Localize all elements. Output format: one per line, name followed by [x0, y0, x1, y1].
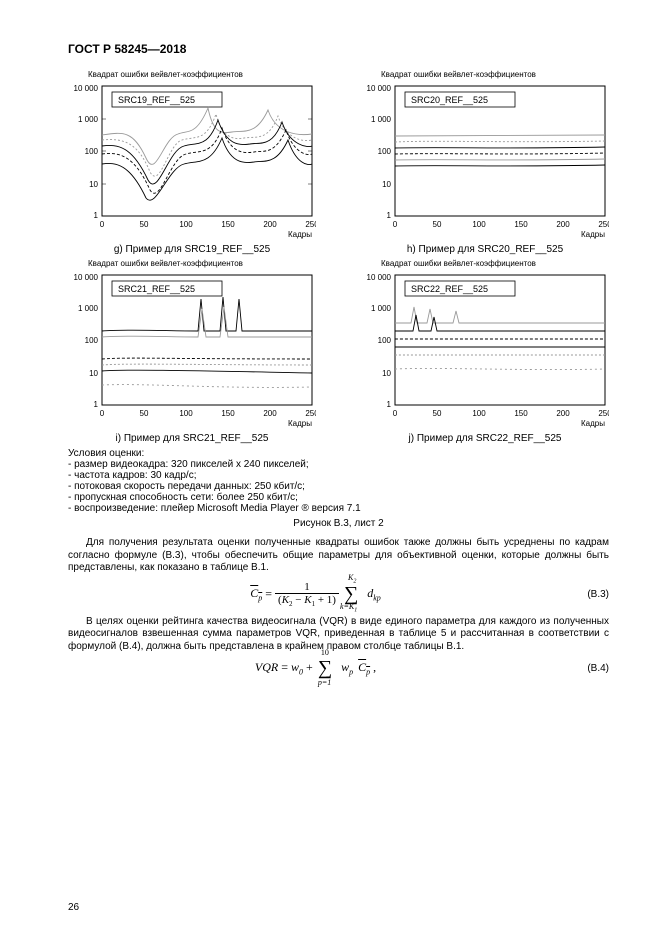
formula-b3-number: (В.3) [563, 589, 609, 600]
formula-b4-row: VQR = w0 + 10 ∑ p=1 wp Cp , (В.4) [68, 659, 609, 677]
svg-text:SRC22_REF__525: SRC22_REF__525 [411, 284, 488, 294]
svg-text:0: 0 [100, 220, 105, 229]
svg-text:SRC21_REF__525: SRC21_REF__525 [118, 284, 195, 294]
chart-g: Квадрат ошибки вейвлет-коэффициентов 1 1… [68, 70, 316, 255]
chart-j-ytitle: Квадрат ошибки вейвлет-коэффициентов [381, 259, 609, 268]
charts-row-2: Квадрат ошибки вейвлет-коэффициентов 1 1… [68, 259, 609, 444]
svg-text:10: 10 [382, 180, 391, 189]
condition-item: воспроизведение: плейер Microsoft Media … [68, 503, 609, 514]
chart-j-caption: j) Пример для SRC22_REF__525 [361, 433, 609, 444]
svg-text:150: 150 [514, 220, 528, 229]
condition-item: размер видеокадра: 320 пикселей x 240 пи… [68, 459, 609, 470]
chart-i: Квадрат ошибки вейвлет-коэффициентов 1 1… [68, 259, 316, 444]
formula-b4: VQR = w0 + 10 ∑ p=1 wp Cp , [255, 659, 376, 677]
chart-g-caption: g) Пример для SRC19_REF__525 [68, 244, 316, 255]
svg-text:10 000: 10 000 [74, 273, 99, 282]
chart-h: Квадрат ошибки вейвлет-коэффициентов 1 1… [361, 70, 609, 255]
svg-text:200: 200 [263, 409, 277, 418]
svg-text:100: 100 [472, 409, 486, 418]
svg-text:100: 100 [179, 409, 193, 418]
conditions-title: Условия оценки: [68, 448, 609, 459]
chart-i-ytitle: Квадрат ошибки вейвлет-коэффициентов [88, 259, 316, 268]
svg-text:150: 150 [514, 409, 528, 418]
svg-text:Кадры: Кадры [581, 230, 605, 239]
svg-text:250: 250 [305, 220, 316, 229]
chart-g-ytitle: Квадрат ошибки вейвлет-коэффициентов [88, 70, 316, 79]
svg-text:10: 10 [382, 369, 391, 378]
chart-h-caption: h) Пример для SRC20_REF__525 [361, 244, 609, 255]
svg-text:100: 100 [85, 336, 99, 345]
svg-text:SRC19_REF__525: SRC19_REF__525 [118, 95, 195, 105]
svg-text:250: 250 [598, 220, 609, 229]
charts-row-1: Квадрат ошибки вейвлет-коэффициентов 1 1… [68, 70, 609, 255]
svg-text:1 000: 1 000 [371, 115, 392, 124]
page-number: 26 [68, 902, 79, 913]
paragraph-2: В целях оценки рейтинга качества видеоси… [68, 616, 609, 654]
chart-i-svg: 1 10 100 1 000 10 000 0 50 100 150 200 2… [68, 269, 316, 429]
svg-text:200: 200 [556, 220, 570, 229]
svg-text:50: 50 [433, 409, 442, 418]
formula-b4-number: (В.4) [563, 663, 609, 674]
svg-text:10 000: 10 000 [367, 84, 392, 93]
svg-text:10: 10 [89, 369, 98, 378]
svg-text:1: 1 [387, 400, 392, 409]
svg-text:1: 1 [94, 211, 99, 220]
condition-item: потоковая скорость передачи данных: 250 … [68, 481, 609, 492]
svg-text:100: 100 [472, 220, 486, 229]
svg-text:50: 50 [140, 220, 149, 229]
svg-text:1: 1 [94, 400, 99, 409]
svg-text:10 000: 10 000 [74, 84, 99, 93]
svg-text:SRC20_REF__525: SRC20_REF__525 [411, 95, 488, 105]
svg-text:250: 250 [305, 409, 316, 418]
svg-text:0: 0 [393, 220, 398, 229]
svg-text:150: 150 [221, 220, 235, 229]
formula-b3-row: Cp = 1(K2 − K1 + 1) K2 ∑ k=K1 dkp (В.3) [68, 581, 609, 608]
svg-text:100: 100 [378, 147, 392, 156]
svg-text:200: 200 [556, 409, 570, 418]
svg-text:50: 50 [140, 409, 149, 418]
svg-text:50: 50 [433, 220, 442, 229]
chart-g-svg: 1 10 100 1 000 10 000 0 50 100 150 200 2 [68, 80, 316, 240]
chart-i-caption: i) Пример для SRC21_REF__525 [68, 433, 316, 444]
svg-text:1 000: 1 000 [78, 304, 99, 313]
doc-header: ГОСТ Р 58245—2018 [68, 42, 609, 56]
formula-b3: Cp = 1(K2 − K1 + 1) K2 ∑ k=K1 dkp [250, 581, 381, 608]
svg-text:200: 200 [263, 220, 277, 229]
svg-text:Кадры: Кадры [288, 419, 312, 428]
svg-text:100: 100 [179, 220, 193, 229]
svg-text:100: 100 [85, 147, 99, 156]
paragraph-1: Для получения результата оценки полученн… [68, 537, 609, 575]
svg-text:10: 10 [89, 180, 98, 189]
chart-h-svg: 1 10 100 1 000 10 000 0 50 100 150 200 2… [361, 80, 609, 240]
svg-text:1: 1 [387, 211, 392, 220]
svg-text:1 000: 1 000 [78, 115, 99, 124]
chart-h-ytitle: Квадрат ошибки вейвлет-коэффициентов [381, 70, 609, 79]
svg-text:1 000: 1 000 [371, 304, 392, 313]
svg-text:150: 150 [221, 409, 235, 418]
condition-item: частота кадров: 30 кадр/с; [68, 470, 609, 481]
svg-text:0: 0 [100, 409, 105, 418]
chart-j: Квадрат ошибки вейвлет-коэффициентов 1 1… [361, 259, 609, 444]
svg-text:100: 100 [378, 336, 392, 345]
svg-text:10 000: 10 000 [367, 273, 392, 282]
condition-item: пропускная способность сети: более 250 к… [68, 492, 609, 503]
svg-text:250: 250 [598, 409, 609, 418]
figure-caption: Рисунок В.3, лист 2 [68, 518, 609, 529]
svg-text:0: 0 [393, 409, 398, 418]
chart-j-svg: 1 10 100 1 000 10 000 0 50 100 150 200 2… [361, 269, 609, 429]
svg-text:Кадры: Кадры [288, 230, 312, 239]
conditions-list: размер видеокадра: 320 пикселей x 240 пи… [68, 459, 609, 514]
svg-text:Кадры: Кадры [581, 419, 605, 428]
